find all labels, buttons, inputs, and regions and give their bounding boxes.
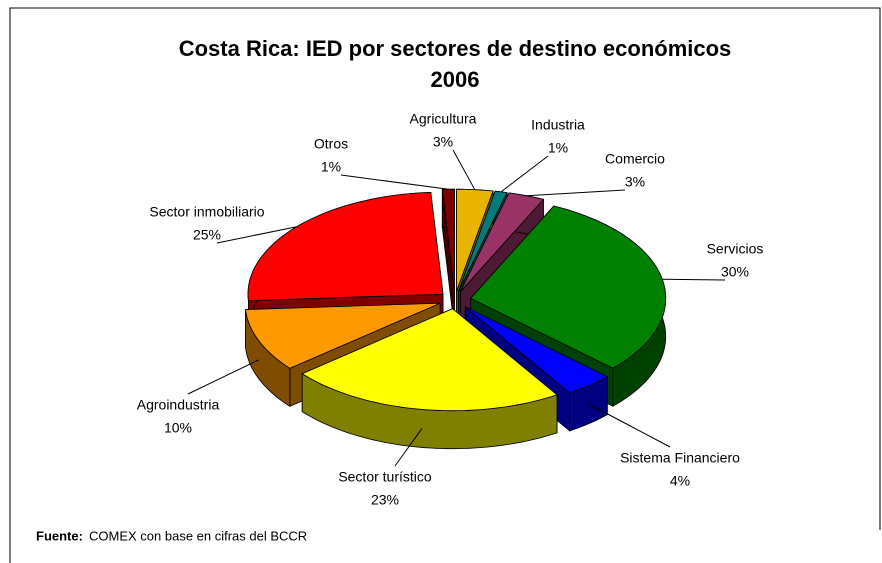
slice-value-label: 10% bbox=[164, 420, 192, 436]
slice-value-label: 3% bbox=[625, 174, 645, 190]
slice-label: Agricultura bbox=[410, 111, 477, 127]
leader-line bbox=[589, 403, 671, 448]
leader-line bbox=[187, 359, 260, 395]
pie-slice bbox=[456, 188, 494, 292]
pie-slice bbox=[470, 205, 667, 369]
slice-label: Industria bbox=[531, 117, 585, 133]
slice-label: Sistema Financiero bbox=[620, 450, 740, 466]
pie-slice bbox=[301, 308, 558, 412]
slice-value-label: 4% bbox=[670, 473, 690, 489]
slice-label: Agroindustria bbox=[137, 397, 220, 413]
pie-slice bbox=[458, 190, 508, 292]
slice-value-label: 3% bbox=[433, 134, 453, 150]
slice-label: Comercio bbox=[605, 151, 665, 167]
source-label: Fuente: bbox=[36, 528, 83, 543]
slice-value-label: 1% bbox=[548, 140, 568, 156]
slice-value-label: 23% bbox=[371, 492, 399, 508]
slice-label: Otros bbox=[314, 136, 348, 152]
pie-slice bbox=[247, 191, 444, 302]
leader-line bbox=[500, 155, 549, 193]
leader-line bbox=[340, 174, 449, 190]
slice-label: Sector turístico bbox=[338, 469, 432, 485]
slice-label: Servicios bbox=[707, 241, 764, 257]
leader-line bbox=[452, 149, 476, 190]
chart-frame bbox=[9, 7, 881, 563]
pie-slice bbox=[464, 306, 609, 394]
chart-title: Costa Rica: IED por sectores de destino … bbox=[179, 36, 732, 61]
leader-line bbox=[526, 189, 626, 197]
leader-line bbox=[394, 428, 423, 467]
chart-subtitle: 2006 bbox=[431, 67, 480, 92]
slice-value-label: 1% bbox=[321, 159, 341, 175]
leader-line bbox=[662, 278, 726, 281]
pie-slice bbox=[245, 302, 441, 369]
leader-line bbox=[216, 226, 297, 244]
pie-slice bbox=[460, 192, 545, 292]
source: COMEX con base en cifras del BCCR bbox=[89, 528, 307, 543]
slice-value-label: 25% bbox=[193, 227, 221, 243]
slice-value-label: 30% bbox=[721, 264, 749, 280]
slice-label: Sector inmobiliario bbox=[149, 204, 264, 220]
